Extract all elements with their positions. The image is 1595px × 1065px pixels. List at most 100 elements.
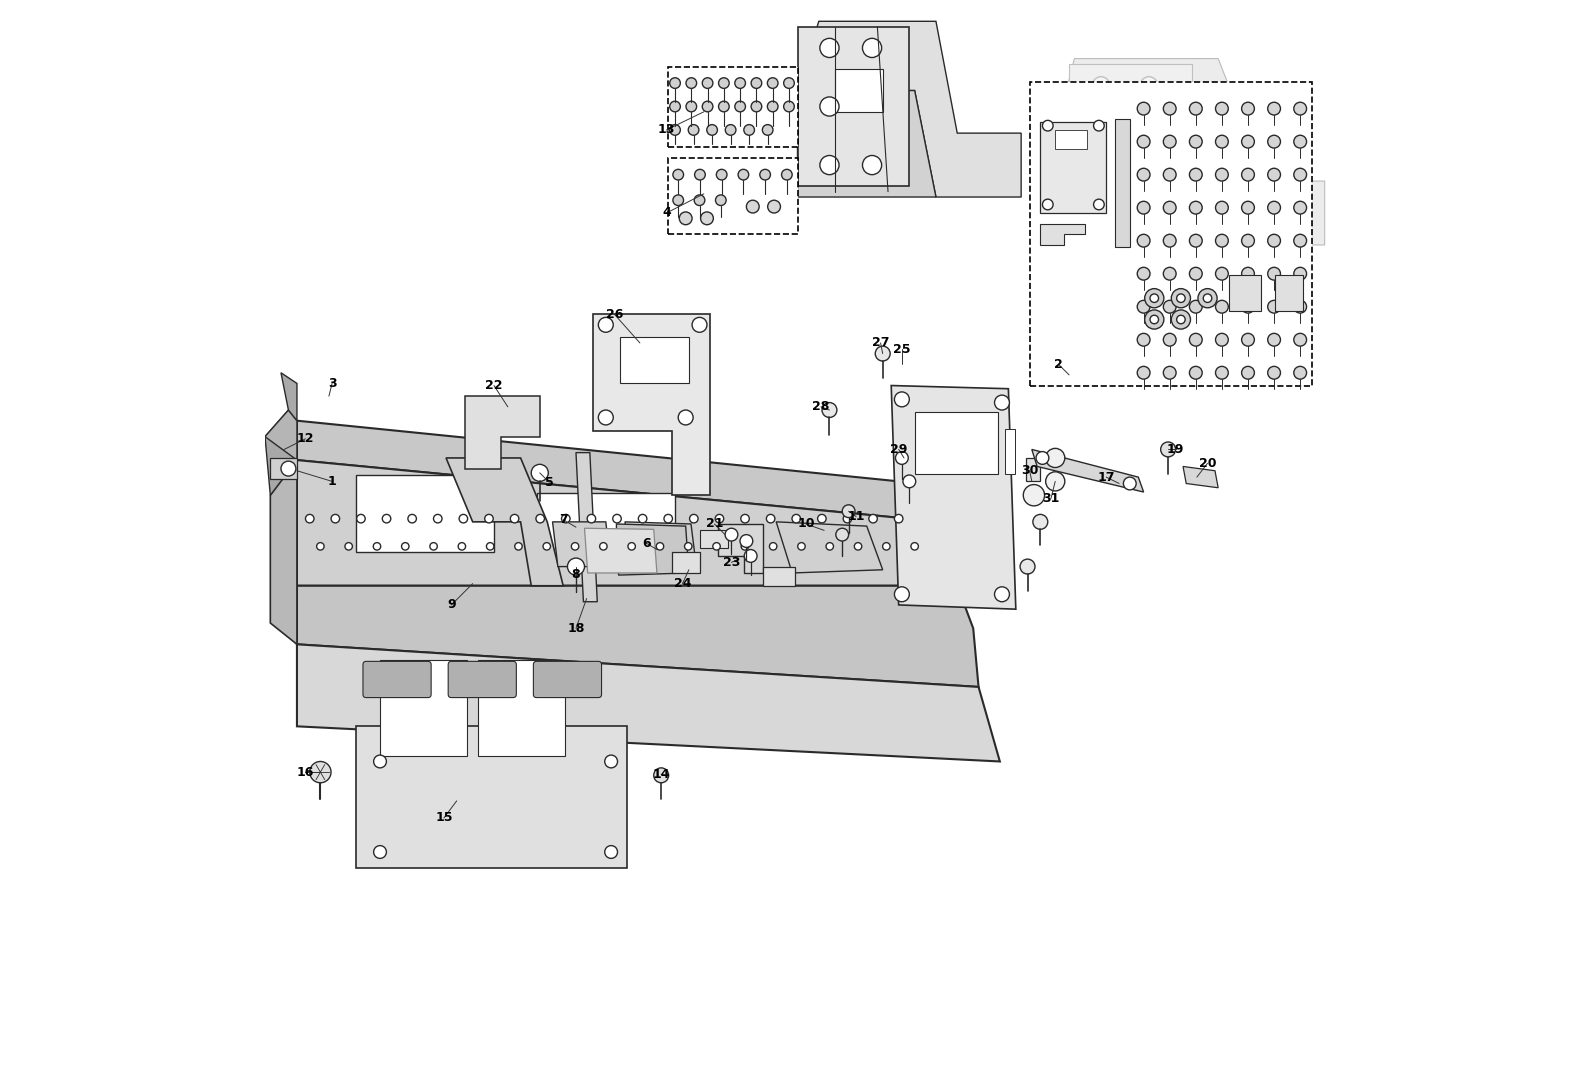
Bar [356,475,494,552]
Circle shape [716,195,726,206]
Polygon shape [1059,59,1325,245]
Circle shape [783,101,794,112]
Circle shape [571,543,579,550]
Circle shape [306,514,314,523]
Text: 29: 29 [890,443,908,456]
Circle shape [740,514,750,523]
Circle shape [1171,289,1190,308]
Bar [834,69,882,112]
Circle shape [687,125,699,135]
Circle shape [751,101,762,112]
Circle shape [542,543,550,550]
Circle shape [793,514,801,523]
Text: 13: 13 [657,124,675,136]
Circle shape [1163,168,1176,181]
Circle shape [1190,366,1203,379]
Circle shape [762,125,774,135]
Circle shape [1203,294,1212,302]
Text: 10: 10 [798,518,815,530]
Circle shape [715,514,724,523]
Circle shape [686,101,697,112]
Circle shape [836,528,849,541]
Bar [668,67,798,147]
Circle shape [531,464,549,481]
Circle shape [1190,201,1203,214]
Polygon shape [798,91,936,197]
Circle shape [510,514,518,523]
Circle shape [1268,366,1281,379]
Circle shape [726,125,735,135]
Polygon shape [1183,466,1219,488]
Circle shape [855,543,861,550]
Circle shape [718,78,729,88]
Circle shape [1177,294,1185,302]
Circle shape [1137,366,1150,379]
Polygon shape [777,522,882,573]
Circle shape [1163,267,1176,280]
Circle shape [842,505,855,518]
Polygon shape [466,396,539,469]
Circle shape [1294,234,1306,247]
Circle shape [670,101,681,112]
Circle shape [515,543,522,550]
Circle shape [1294,366,1306,379]
Circle shape [1294,201,1306,214]
Circle shape [408,514,416,523]
Polygon shape [576,453,597,602]
Circle shape [281,461,297,476]
Circle shape [751,78,762,88]
Circle shape [670,125,681,135]
Circle shape [820,155,839,175]
Circle shape [869,514,877,523]
Circle shape [317,543,324,550]
Circle shape [1163,300,1176,313]
Circle shape [1163,366,1176,379]
Circle shape [1123,477,1136,490]
Circle shape [1137,267,1150,280]
Circle shape [1137,333,1150,346]
Circle shape [402,543,408,550]
Circle shape [309,761,332,783]
Text: 12: 12 [297,432,314,445]
Circle shape [726,528,738,541]
Text: 16: 16 [297,766,314,779]
Circle shape [600,543,608,550]
Circle shape [598,410,612,425]
Circle shape [373,846,386,858]
Circle shape [1150,315,1158,324]
Polygon shape [265,410,297,495]
Circle shape [458,543,466,550]
Circle shape [332,514,340,523]
Circle shape [1215,267,1228,280]
Bar [270,458,297,479]
Circle shape [670,78,681,88]
Polygon shape [356,726,627,868]
Circle shape [686,78,697,88]
Polygon shape [1032,449,1144,492]
Circle shape [1093,77,1110,94]
Circle shape [678,410,694,425]
Circle shape [1241,168,1254,181]
Circle shape [1241,333,1254,346]
Circle shape [820,97,839,116]
Polygon shape [700,530,729,548]
Circle shape [821,403,837,417]
Circle shape [1137,234,1150,247]
Circle shape [1190,300,1203,313]
Circle shape [1294,135,1306,148]
Polygon shape [584,528,657,573]
Circle shape [863,38,882,58]
Circle shape [798,543,805,550]
Polygon shape [671,552,700,573]
Polygon shape [616,524,689,575]
Circle shape [1046,448,1065,468]
Text: 24: 24 [673,577,691,590]
Circle shape [738,169,748,180]
FancyBboxPatch shape [448,661,517,698]
Bar [536,493,675,562]
Circle shape [1294,168,1306,181]
Polygon shape [1059,122,1219,245]
Text: 9: 9 [447,599,456,611]
Text: 26: 26 [606,308,624,321]
Circle shape [1094,120,1104,131]
